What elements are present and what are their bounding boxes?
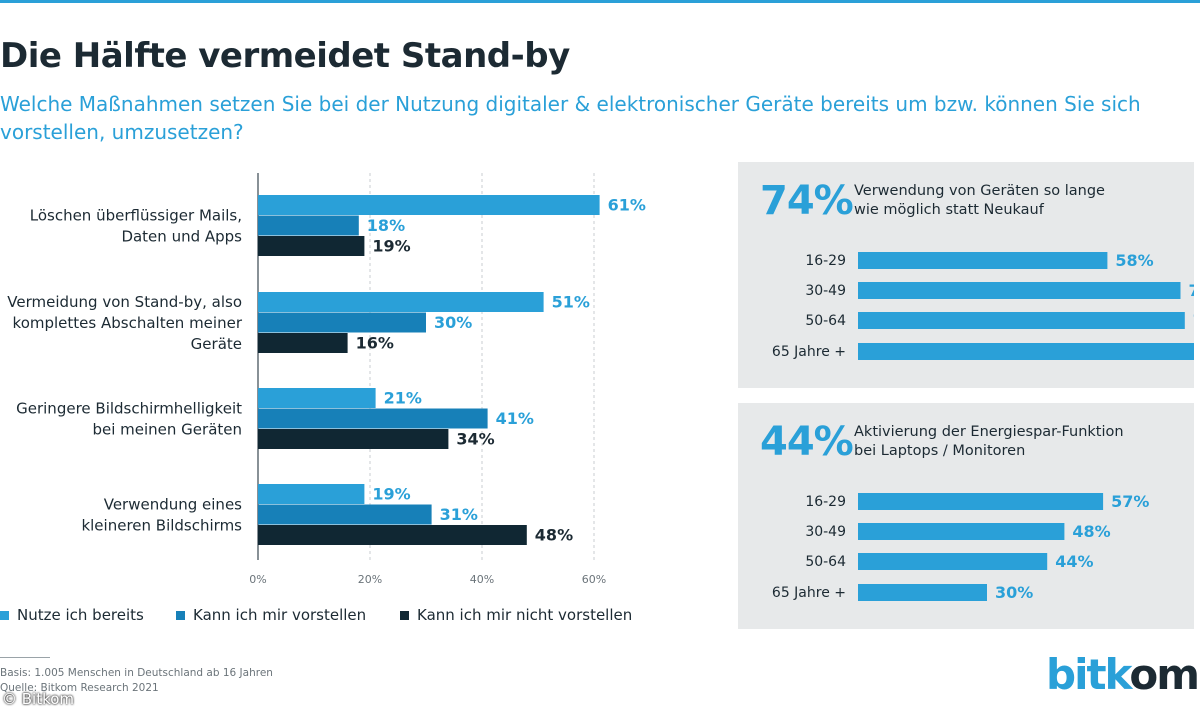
bar-value-label: 75% (1189, 281, 1195, 300)
x-tick-label: 40% (470, 573, 494, 586)
panel-energy-desc-line: Aktivierung der Energiespar-Funktion (854, 424, 1124, 440)
age-group-label: 50-64 (805, 313, 846, 329)
logo-part: bitk (1046, 650, 1131, 699)
legend-swatch (0, 611, 9, 620)
age-group-label: 65 Jahre + (772, 344, 846, 360)
panel-reuse-description: Verwendung von Geräten so lange wie mögl… (854, 182, 1174, 220)
age-group-label: 16-29 (805, 494, 846, 510)
panel-energy-saving: 44% Aktivierung der Energiespar-Funktion… (738, 403, 1194, 629)
x-tick-label: 20% (358, 573, 382, 586)
bar-value-label: 57% (1111, 492, 1149, 511)
bar (858, 312, 1185, 329)
category-label: Löschen überflüssiger Mails, (30, 206, 242, 224)
panel-reuse-desc-line: Verwendung von Geräten so lange (854, 183, 1105, 199)
bar (258, 333, 348, 353)
category-label: kleineren Bildschirms (81, 516, 242, 534)
category-label: Vermeidung von Stand-by, also (7, 293, 242, 311)
panel-energy-headline: 44% (760, 419, 854, 465)
footer-basis: Basis: 1.005 Menschen in Deutschland ab … (0, 667, 273, 679)
panel-reuse: 74% Verwendung von Geräten so lange wie … (738, 162, 1194, 388)
bar-value-label: 31% (440, 505, 478, 524)
bar-value-label: 18% (367, 216, 405, 235)
age-group-label: 65 Jahre + (772, 585, 846, 601)
bar (858, 493, 1104, 510)
copyright-watermark: © Bitkom (2, 690, 75, 708)
category-label: Daten und Apps (121, 227, 242, 245)
legend-label: Kann ich mir nicht vorstellen (417, 606, 633, 624)
age-group-label: 30-49 (805, 524, 846, 540)
bar (858, 584, 987, 601)
bar (258, 292, 544, 312)
bar-value-label: 76% (1193, 311, 1194, 330)
panel-reuse-desc-line: wie möglich statt Neukauf (854, 202, 1044, 218)
age-group-label: 30-49 (805, 283, 846, 299)
bar (858, 282, 1181, 299)
bar (258, 312, 426, 333)
legend-swatch (400, 611, 409, 620)
bar-value-label: 19% (372, 485, 410, 504)
category-label: komplettes Abschalten meiner (13, 314, 243, 332)
age-group-label: 16-29 (805, 253, 846, 269)
category-label: Geräte (191, 335, 242, 353)
chart-subtitle: Welche Maßnahmen setzen Sie bei der Nutz… (0, 92, 1141, 144)
bar-value-label: 58% (1115, 251, 1153, 270)
footer-divider (0, 657, 50, 658)
bar-value-label: 30% (434, 313, 472, 332)
bar-value-label: 51% (552, 293, 590, 312)
bar-value-label: 21% (384, 389, 422, 408)
chart-title: Die Hälfte vermeidet Stand-by (0, 36, 570, 76)
bar-value-label: 16% (356, 334, 394, 353)
bar-value-label: 61% (608, 196, 646, 215)
category-label: Verwendung eines (104, 495, 242, 513)
bar (258, 429, 449, 449)
x-tick-label: 60% (582, 573, 606, 586)
panel-energy-description: Aktivierung der Energiespar-Funktion bei… (854, 423, 1174, 461)
category-label: bei meinen Geräten (92, 420, 242, 438)
bar-value-label: 30% (995, 583, 1033, 602)
bar (858, 553, 1048, 570)
footer-source: Quelle: Bitkom Research 2021 (0, 682, 159, 694)
panel-reuse-headline: 74% (760, 178, 854, 224)
bar (258, 215, 359, 236)
legend-swatch (176, 611, 185, 620)
bar (258, 388, 376, 408)
bar (858, 343, 1194, 360)
bar-value-label: 41% (496, 409, 534, 428)
bar (258, 484, 365, 504)
bar (258, 195, 600, 215)
legend-label: Kann ich mir vorstellen (193, 606, 367, 624)
bar-value-label: 48% (1072, 522, 1110, 541)
bar (258, 504, 432, 525)
bar (258, 236, 365, 256)
bitkom-logo: bitkom (1046, 650, 1200, 699)
bar (858, 252, 1108, 269)
bar-value-label: 34% (456, 430, 494, 449)
age-group-label: 50-64 (805, 554, 846, 570)
bar (858, 523, 1065, 540)
x-tick-label: 0% (249, 573, 266, 586)
bar-value-label: 44% (1055, 552, 1093, 571)
bar (258, 525, 527, 545)
legend-label: Nutze ich bereits (17, 606, 144, 624)
category-label: Geringere Bildschirmhelligkeit (16, 399, 242, 417)
main-bar-chart: 0% 20% 40% 60% Löschen überflüssiger Mails, D… (7, 173, 646, 586)
legend: Nutze ich bereits Kann ich mir vorstellen… (0, 606, 700, 630)
top-accent-line (0, 0, 1200, 3)
panel-energy-chart: 16-29 57% 30-49 48% 50-64 44% 65 Jahre + 30% (772, 492, 1149, 602)
bar-value-label: 48% (535, 526, 573, 545)
panel-energy-desc-line: bei Laptops / Monitoren (854, 443, 1026, 459)
bar-value-label: 19% (372, 237, 410, 256)
logo-part: om (1129, 650, 1200, 699)
bar (258, 408, 488, 429)
